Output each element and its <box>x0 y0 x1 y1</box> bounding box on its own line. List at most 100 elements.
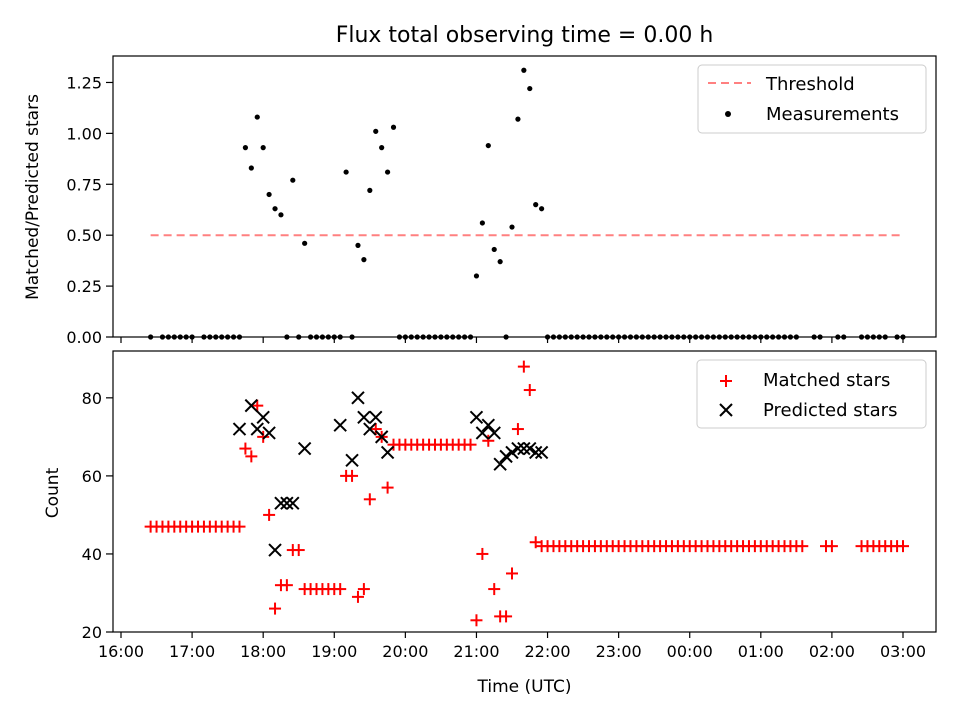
measurement-point <box>509 224 515 230</box>
measurement-point <box>361 257 367 263</box>
measurement-point <box>254 114 260 120</box>
top-y-tick-label: 1.25 <box>66 73 102 92</box>
measurement-point <box>485 142 491 149</box>
matched-star-point <box>245 450 258 463</box>
bottom-y-tick-label: 60 <box>82 467 102 486</box>
predicted-star-point <box>523 441 537 456</box>
matched-star-point <box>351 590 364 603</box>
top-chart-title: Flux total observing time = 0.00 h <box>336 23 714 48</box>
matched-star-point <box>346 469 359 482</box>
predicted-star-point <box>493 457 507 471</box>
top-chart-ticks: 0.00 0.25 0.50 0.75 1.00 1.25 <box>66 73 904 347</box>
predicted-star-point <box>345 453 359 467</box>
measurement-point <box>390 124 397 130</box>
predicted-star-point <box>499 449 513 464</box>
bottom-chart-legend: Matched stars Predicted stars <box>696 359 927 429</box>
predicted-star-point <box>487 426 501 440</box>
measurement-point <box>302 240 308 246</box>
measurement-point <box>272 206 278 212</box>
predicted-star-point <box>351 391 365 405</box>
predicted-star-point <box>528 445 543 460</box>
bottom-y-tick-label: 40 <box>82 545 102 564</box>
predicted-star-point <box>232 422 247 436</box>
predicted-star-point <box>357 410 371 425</box>
legend-threshold-label: Threshold <box>765 74 855 95</box>
predicted-star-point <box>250 422 264 436</box>
measurement-point <box>379 145 385 151</box>
matched-star-point <box>517 360 530 373</box>
measurement-point <box>343 169 349 175</box>
legend-predicted-swatch <box>719 403 733 417</box>
legend-predicted-label: Predicted stars <box>763 400 897 421</box>
bottom-x-tick-label: 00:00 <box>667 642 713 661</box>
measurement-point <box>290 177 296 183</box>
matched-star-point <box>381 481 394 494</box>
bottom-chart-xlabel: Time (UTC) <box>477 677 572 697</box>
bottom-x-tick-label: 16:00 <box>98 642 144 661</box>
matched-star-point <box>482 434 495 447</box>
predicted-star-point <box>333 418 347 432</box>
legend-matched-swatch <box>720 375 732 387</box>
measurement-point <box>497 259 503 265</box>
matched-star-point <box>269 602 282 615</box>
top-y-tick-label: 0.75 <box>66 175 102 194</box>
predicted-star-point <box>380 445 395 460</box>
bottom-chart-frame <box>112 350 937 633</box>
top-chart-legend: Threshold Measurements <box>697 64 927 134</box>
matched-star-point <box>464 438 477 451</box>
bottom-x-tick-label: 18:00 <box>240 642 286 661</box>
measurement-point <box>278 212 284 218</box>
top-y-tick-label: 0.00 <box>66 328 102 347</box>
top-chart-frame <box>112 55 937 338</box>
measurement-point <box>473 273 480 279</box>
predicted-star-point <box>475 426 490 440</box>
measurement-point <box>539 206 545 212</box>
bottom-x-tick-label: 02:00 <box>809 642 855 661</box>
bottom-x-tick-label: 22:00 <box>524 642 570 661</box>
matched-star-point <box>357 583 370 596</box>
measurement-point <box>260 145 266 151</box>
matched-star-point <box>263 508 276 521</box>
predicted-star-point <box>268 543 282 557</box>
measurement-point <box>367 187 373 193</box>
predicted-star-point <box>280 496 294 510</box>
predicted-star-point <box>363 422 377 436</box>
measurement-point <box>491 246 497 253</box>
bottom-chart-ticks: 20 40 60 80 16:00 17:00 18:00 19:00 20:00 21:00 22… <box>82 389 926 661</box>
predicted-star-point <box>374 430 389 444</box>
bottom-x-tick-label: 03:00 <box>880 642 926 661</box>
bottom-x-tick-label: 20:00 <box>382 642 428 661</box>
measurement-point <box>521 67 527 73</box>
matched-star-point <box>897 540 909 553</box>
predicted-star-point <box>534 445 549 460</box>
matched-star-point <box>506 567 518 580</box>
matched-star-point <box>292 544 305 557</box>
predicted-star-point <box>274 496 288 510</box>
matched-star-point <box>476 547 489 560</box>
bottom-x-tick-label: 21:00 <box>453 642 499 661</box>
matched-star-point <box>280 579 293 592</box>
bottom-x-tick-label: 19:00 <box>311 642 357 661</box>
bottom-chart: Count Time (UTC) 20 40 60 80 16:00 17:00 18:00… <box>43 350 937 697</box>
predicted-star-point <box>256 410 270 425</box>
matched-star-point <box>470 614 483 627</box>
legend-matched-label: Matched stars <box>763 370 890 391</box>
measurement-point <box>355 242 361 248</box>
predicted-star-point <box>517 441 531 456</box>
top-y-tick-label: 0.25 <box>66 277 102 296</box>
top-chart: Flux total observing time = 0.00 h Match… <box>23 23 937 347</box>
predicted-star-point <box>369 410 383 425</box>
measurement-point <box>527 85 533 92</box>
bottom-chart-marks <box>144 360 909 627</box>
matched-star-point <box>500 610 513 623</box>
measurement-point <box>384 169 391 175</box>
measurement-point <box>248 165 254 171</box>
predicted-star-point <box>297 441 312 456</box>
measurement-point <box>266 191 272 198</box>
matched-star-point <box>251 399 264 412</box>
matched-star-point <box>369 423 382 436</box>
legend-measurements-label: Measurements <box>766 104 899 125</box>
measurement-point <box>515 116 521 122</box>
bottom-y-tick-label: 20 <box>82 623 102 642</box>
